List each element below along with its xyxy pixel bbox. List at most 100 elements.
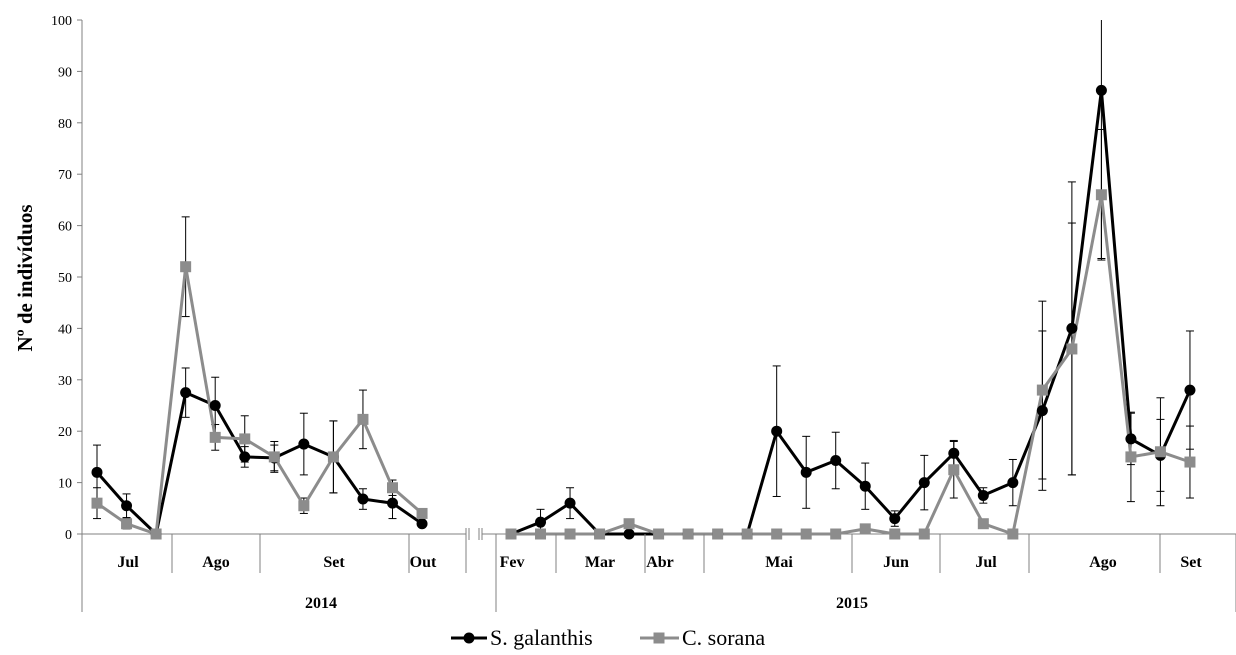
data-point-s-galanthis [298, 438, 310, 450]
data-point-c-sorana [623, 518, 635, 530]
data-point-s-galanthis [977, 489, 989, 501]
data-point-c-sorana [416, 507, 428, 519]
data-point-c-sorana [918, 528, 930, 540]
y-tick-label: 100 [51, 14, 72, 29]
data-point-c-sorana [1007, 528, 1019, 540]
data-point-c-sorana [327, 451, 339, 463]
data-point-c-sorana [948, 464, 960, 476]
month-label-jul: Jul [117, 554, 139, 571]
data-point-s-galanthis [357, 493, 369, 505]
month-label-jul: Jul [975, 554, 997, 571]
data-point-c-sorana [209, 431, 221, 443]
series-markers [91, 84, 1196, 540]
data-point-s-galanthis [1007, 477, 1019, 489]
data-point-c-sorana [180, 261, 192, 273]
data-point-c-sorana [121, 518, 133, 530]
data-point-c-sorana [889, 528, 901, 540]
legend-marker-c-sorana [653, 632, 665, 644]
series-lines [95, 88, 1192, 536]
series-line-s-galanthis [510, 88, 1192, 536]
data-point-s-galanthis [948, 447, 960, 459]
data-point-c-sorana [977, 518, 989, 530]
legend-marker-s-galanthis [463, 632, 475, 644]
data-point-s-galanthis [1125, 433, 1137, 445]
y-axis-label: Nº de indivíduos [13, 205, 37, 352]
month-label-out: Out [410, 554, 437, 571]
data-point-c-sorana [682, 528, 694, 540]
y-tick-label: 30 [58, 374, 72, 389]
month-label-abr: Abr [646, 554, 674, 571]
data-point-c-sorana [357, 413, 369, 425]
data-point-c-sorana [594, 528, 606, 540]
y-tick-label: 90 [58, 65, 72, 80]
data-point-s-galanthis [1184, 384, 1196, 396]
data-point-c-sorana [800, 528, 812, 540]
data-point-c-sorana [1154, 446, 1166, 458]
data-point-s-galanthis [771, 425, 783, 437]
month-label-mai: Mai [765, 554, 793, 571]
year-label-2015: 2015 [836, 595, 868, 612]
data-point-c-sorana [653, 528, 665, 540]
series-line-c-sorana [96, 265, 424, 536]
y-tick-label: 40 [58, 322, 72, 337]
year-label-2014: 2014 [305, 595, 337, 612]
data-point-c-sorana [859, 523, 871, 535]
legend-label-c-sorana: C. sorana [682, 625, 765, 650]
data-point-c-sorana [387, 482, 398, 494]
data-point-s-galanthis [180, 387, 192, 399]
month-label-ago: Ago [202, 554, 230, 571]
data-point-c-sorana [298, 500, 310, 512]
data-point-c-sorana [239, 433, 251, 445]
data-point-c-sorana [1125, 451, 1137, 463]
data-point-c-sorana [712, 528, 724, 540]
y-tick-label: 20 [58, 425, 72, 440]
data-point-c-sorana [268, 451, 280, 463]
month-label-jun: Jun [883, 554, 909, 571]
data-point-s-galanthis [239, 451, 251, 463]
month-label-mar: Mar [585, 554, 615, 571]
data-point-s-galanthis [918, 477, 930, 489]
data-point-c-sorana [830, 528, 842, 540]
data-point-c-sorana [1095, 189, 1107, 201]
y-tick-label: 70 [58, 168, 72, 183]
data-point-c-sorana [535, 528, 547, 540]
legend: S. galanthis C. sorana [451, 625, 765, 650]
y-tick-label: 10 [58, 477, 72, 492]
y-tick-label: 80 [58, 117, 72, 132]
data-point-s-galanthis [889, 513, 901, 525]
data-point-c-sorana [771, 528, 783, 540]
data-point-c-sorana [91, 497, 103, 509]
data-point-s-galanthis [91, 466, 103, 478]
month-label-ago: Ago [1089, 554, 1117, 571]
data-point-s-galanthis [564, 497, 576, 509]
data-point-s-galanthis [830, 454, 842, 466]
legend-label-s-galanthis: S. galanthis [490, 625, 593, 650]
data-point-s-galanthis [1036, 405, 1048, 417]
x-axis-categories: Jul Ago Set Out 2014 Fev Mar Abr Mai Jun Jul Ago Set… [81, 534, 1236, 612]
data-point-s-galanthis [121, 500, 133, 512]
data-point-s-galanthis [800, 466, 812, 478]
data-point-c-sorana [505, 528, 517, 540]
month-label-set: Set [323, 554, 345, 571]
data-point-s-galanthis [1095, 84, 1107, 96]
data-point-s-galanthis [416, 518, 428, 530]
data-point-s-galanthis [387, 497, 398, 509]
y-tick-label: 50 [58, 271, 72, 286]
data-point-c-sorana [1036, 384, 1048, 396]
data-point-s-galanthis [859, 480, 871, 492]
y-tick-label: 60 [58, 220, 72, 235]
month-label-set: Set [1180, 554, 1202, 571]
data-point-c-sorana [741, 528, 753, 540]
data-point-s-galanthis [623, 528, 635, 540]
data-point-s-galanthis [535, 516, 547, 528]
data-point-c-sorana [1066, 343, 1078, 355]
y-tick-label: 0 [65, 528, 72, 543]
series-line-s-galanthis [95, 391, 423, 536]
data-point-c-sorana [564, 528, 576, 540]
data-point-c-sorana [1184, 456, 1196, 468]
chart-axes: 0 10 20 30 40 50 60 70 80 90 100 [51, 14, 1236, 543]
series-line-c-sorana [511, 193, 1191, 536]
data-point-s-galanthis [209, 400, 221, 411]
data-point-c-sorana [150, 528, 162, 540]
